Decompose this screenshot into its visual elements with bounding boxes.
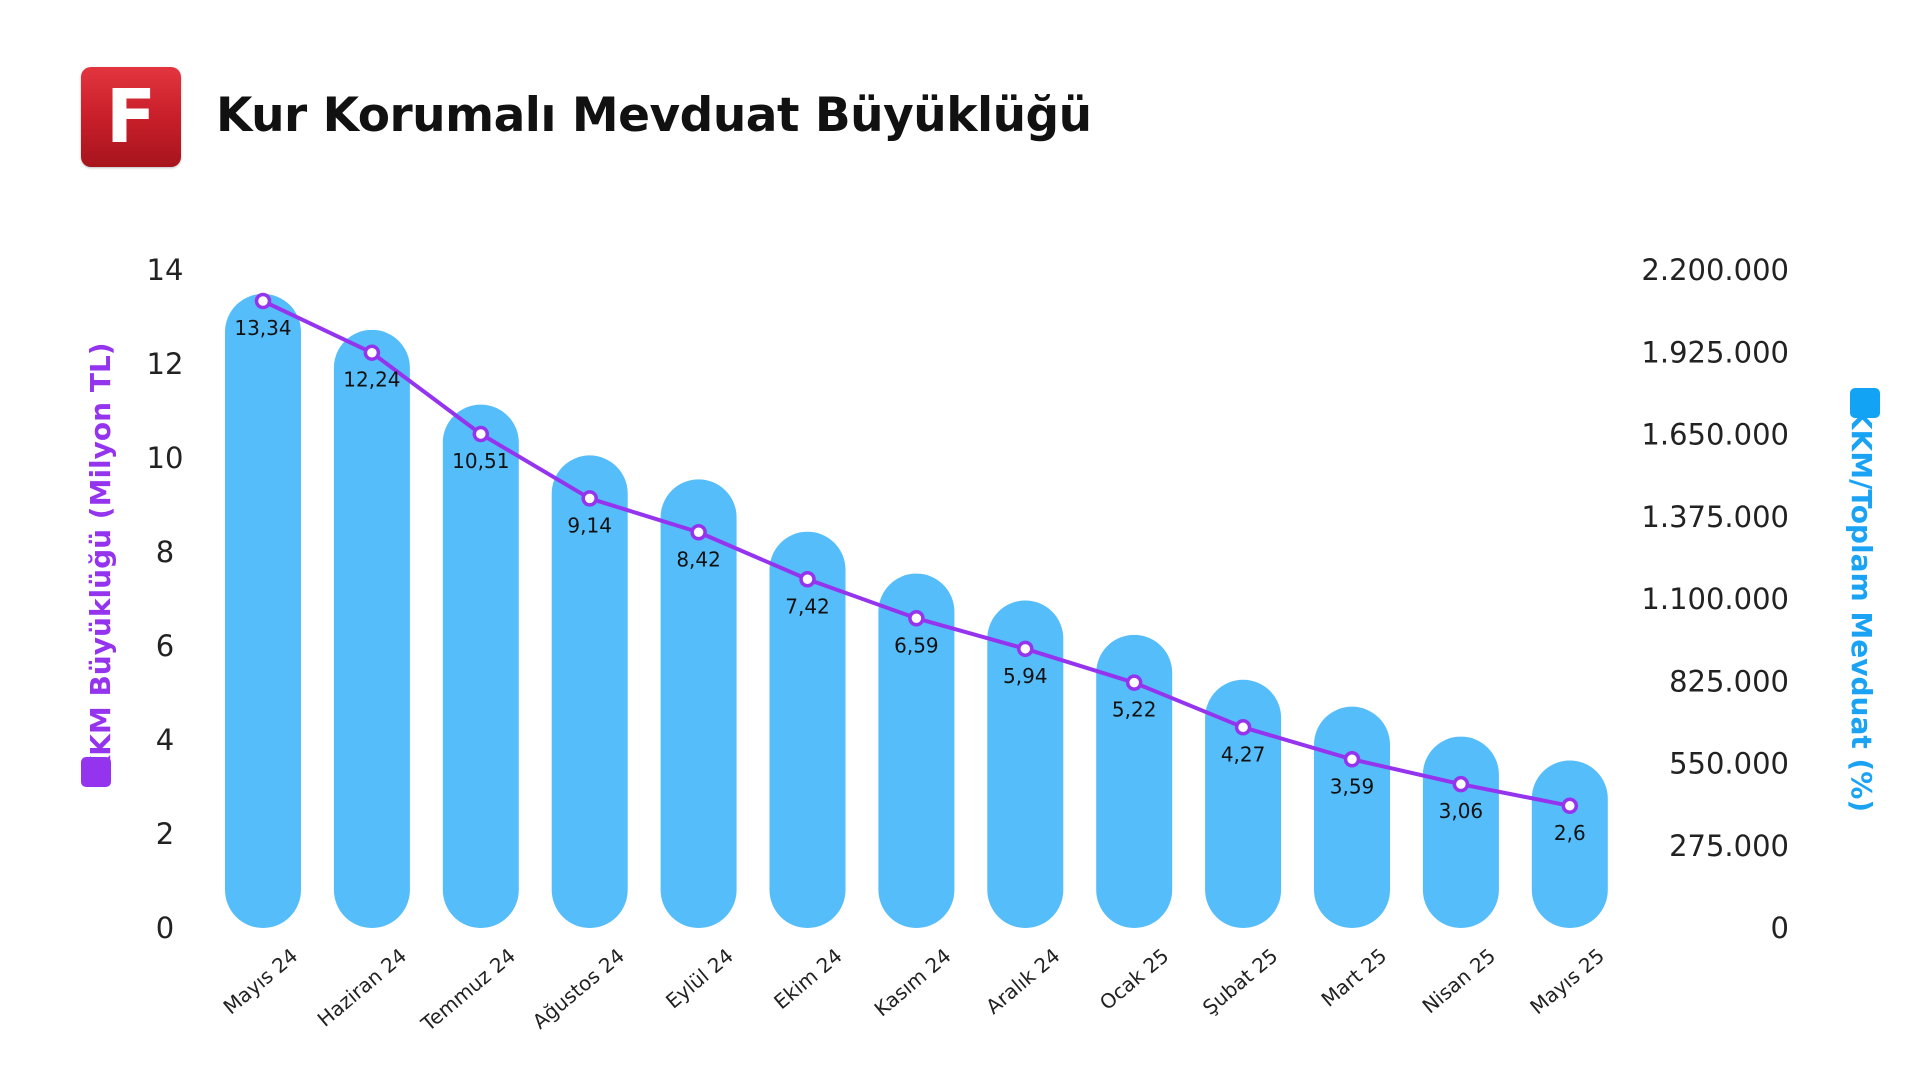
x-tick-label: Ocak 25 bbox=[1095, 943, 1174, 1014]
line-point bbox=[1452, 775, 1470, 793]
line-point bbox=[581, 490, 598, 507]
left-axis-tick: 4 bbox=[156, 723, 174, 757]
bar bbox=[333, 329, 410, 928]
line-point bbox=[472, 425, 490, 443]
line-point bbox=[1343, 751, 1361, 768]
data-label: 3,06 bbox=[1439, 799, 1484, 823]
x-tick-label: Temmuz 24 bbox=[416, 943, 520, 1036]
right-axis-tick: 550.000 bbox=[1669, 747, 1789, 781]
data-label: 6,59 bbox=[894, 633, 939, 657]
logo-letter: F bbox=[105, 74, 157, 160]
x-tick-label: Ağustos 24 bbox=[528, 943, 629, 1033]
right-axis-tick: 2.200.000 bbox=[1641, 253, 1789, 287]
left-axis-title: KKM Büyüklüğü (Milyon TL) bbox=[84, 342, 117, 777]
x-tick-label: Kasım 24 bbox=[869, 943, 955, 1021]
data-label: 4,27 bbox=[1221, 742, 1266, 766]
left-axis-tick: 14 bbox=[147, 253, 184, 287]
left-axis-tick: 10 bbox=[147, 441, 184, 475]
left-axis-tick: 0 bbox=[156, 911, 174, 945]
data-label: 5,94 bbox=[1003, 664, 1048, 688]
right-axis-tick: 1.925.000 bbox=[1641, 335, 1789, 369]
data-label: 2,6 bbox=[1554, 821, 1586, 845]
data-label: 7,42 bbox=[785, 594, 830, 618]
x-tick-label: Mart 25 bbox=[1317, 943, 1392, 1011]
data-label: 8,42 bbox=[676, 547, 721, 571]
line-point bbox=[363, 344, 381, 361]
x-tick-label: Haziran 24 bbox=[313, 943, 411, 1031]
line-point bbox=[1561, 797, 1579, 815]
line-point bbox=[1234, 719, 1252, 736]
left-axis-tick: 8 bbox=[156, 535, 174, 569]
bar bbox=[1096, 634, 1173, 928]
line-point bbox=[799, 571, 816, 588]
data-label: 12,24 bbox=[343, 368, 400, 392]
x-tick-label: Mayıs 24 bbox=[219, 943, 303, 1019]
right-axis-tick: 1.650.000 bbox=[1641, 418, 1789, 452]
x-tick-label: Mayıs 25 bbox=[1525, 943, 1609, 1019]
bar bbox=[1314, 706, 1390, 928]
right-axis-title: KKM/Toplam Mevduat (%) bbox=[1845, 408, 1878, 812]
data-label: 9,14 bbox=[567, 513, 612, 537]
bar bbox=[769, 531, 846, 928]
bar bbox=[1205, 679, 1282, 928]
x-tick-label: Şubat 25 bbox=[1198, 943, 1282, 1019]
bar bbox=[987, 600, 1064, 928]
page-title: Kur Korumalı Mevduat Büyüklüğü bbox=[216, 88, 1092, 143]
bar bbox=[1422, 736, 1499, 928]
left-axis-tick: 12 bbox=[147, 347, 184, 381]
line-point bbox=[1125, 674, 1143, 691]
bar bbox=[660, 479, 737, 928]
right-axis-tick: 275.000 bbox=[1669, 829, 1789, 863]
brand-logo: F bbox=[81, 67, 181, 167]
line-point bbox=[254, 292, 272, 310]
x-tick-label: Eylül 24 bbox=[661, 943, 738, 1013]
x-tick-label: Aralık 24 bbox=[981, 943, 1064, 1018]
bar bbox=[442, 404, 519, 928]
data-label: 10,51 bbox=[452, 449, 509, 473]
line-point bbox=[690, 524, 707, 541]
data-label: 3,59 bbox=[1330, 774, 1375, 798]
bar bbox=[225, 293, 301, 929]
left-axis-tick: 2 bbox=[156, 817, 174, 851]
line-point bbox=[908, 610, 925, 627]
data-label: 13,34 bbox=[234, 316, 291, 340]
left-legend-marker bbox=[81, 757, 111, 787]
left-axis-tick: 6 bbox=[156, 629, 174, 663]
bar bbox=[551, 455, 628, 928]
right-axis-tick: 1.375.000 bbox=[1641, 500, 1789, 534]
data-label: 5,22 bbox=[1112, 698, 1157, 722]
line-point bbox=[1017, 640, 1034, 658]
right-legend-marker bbox=[1850, 388, 1880, 418]
bar bbox=[878, 573, 955, 928]
right-axis-tick: 1.100.000 bbox=[1641, 582, 1789, 616]
right-axis-tick: 825.000 bbox=[1669, 664, 1789, 698]
x-tick-label: Nisan 25 bbox=[1418, 943, 1501, 1018]
x-tick-label: Ekim 24 bbox=[769, 943, 847, 1014]
right-axis-tick: 0 bbox=[1771, 911, 1789, 945]
